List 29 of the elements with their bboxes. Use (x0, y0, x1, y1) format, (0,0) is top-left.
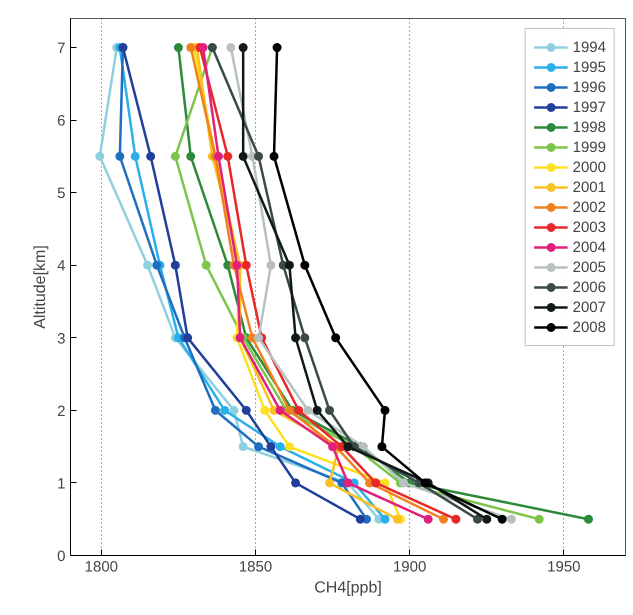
x-tick-label: 1850 (238, 558, 272, 576)
y-tick-label: 0 (57, 548, 66, 565)
y-axis-title: Altitude[km] (32, 245, 50, 329)
legend-label: 1995 (572, 58, 606, 76)
legend-label: 2005 (572, 258, 606, 276)
x-tick-label: 1800 (84, 558, 118, 576)
y-tick-label: 5 (57, 185, 66, 202)
legend-label: 2002 (572, 198, 606, 216)
x-axis-title: CH4[ppb] (314, 580, 382, 596)
legend-label: 1997 (572, 98, 606, 116)
legend-label: 2000 (572, 158, 606, 176)
legend-label: 2004 (572, 238, 606, 256)
x-tick-label: 1950 (547, 558, 581, 576)
legend-label: 1998 (572, 118, 606, 136)
legend-label: 2003 (572, 218, 606, 236)
legend-label: 2006 (572, 278, 606, 296)
y-tick-label: 3 (57, 330, 66, 348)
x-tick-label: 1900 (392, 558, 426, 576)
y-tick-label: 7 (57, 40, 66, 58)
legend-label: 2007 (572, 298, 606, 316)
y-tick-label: 2 (57, 402, 66, 420)
y-tick-label: 6 (57, 112, 66, 130)
y-tick-label: 4 (57, 258, 66, 275)
legend-label: 1999 (572, 138, 606, 156)
legend-label: 2008 (572, 318, 606, 336)
legend-label: 2001 (572, 178, 606, 196)
legend-label: 1996 (572, 78, 606, 96)
legend-label: 1994 (572, 38, 606, 56)
y-tick-label: 1 (57, 475, 66, 492)
